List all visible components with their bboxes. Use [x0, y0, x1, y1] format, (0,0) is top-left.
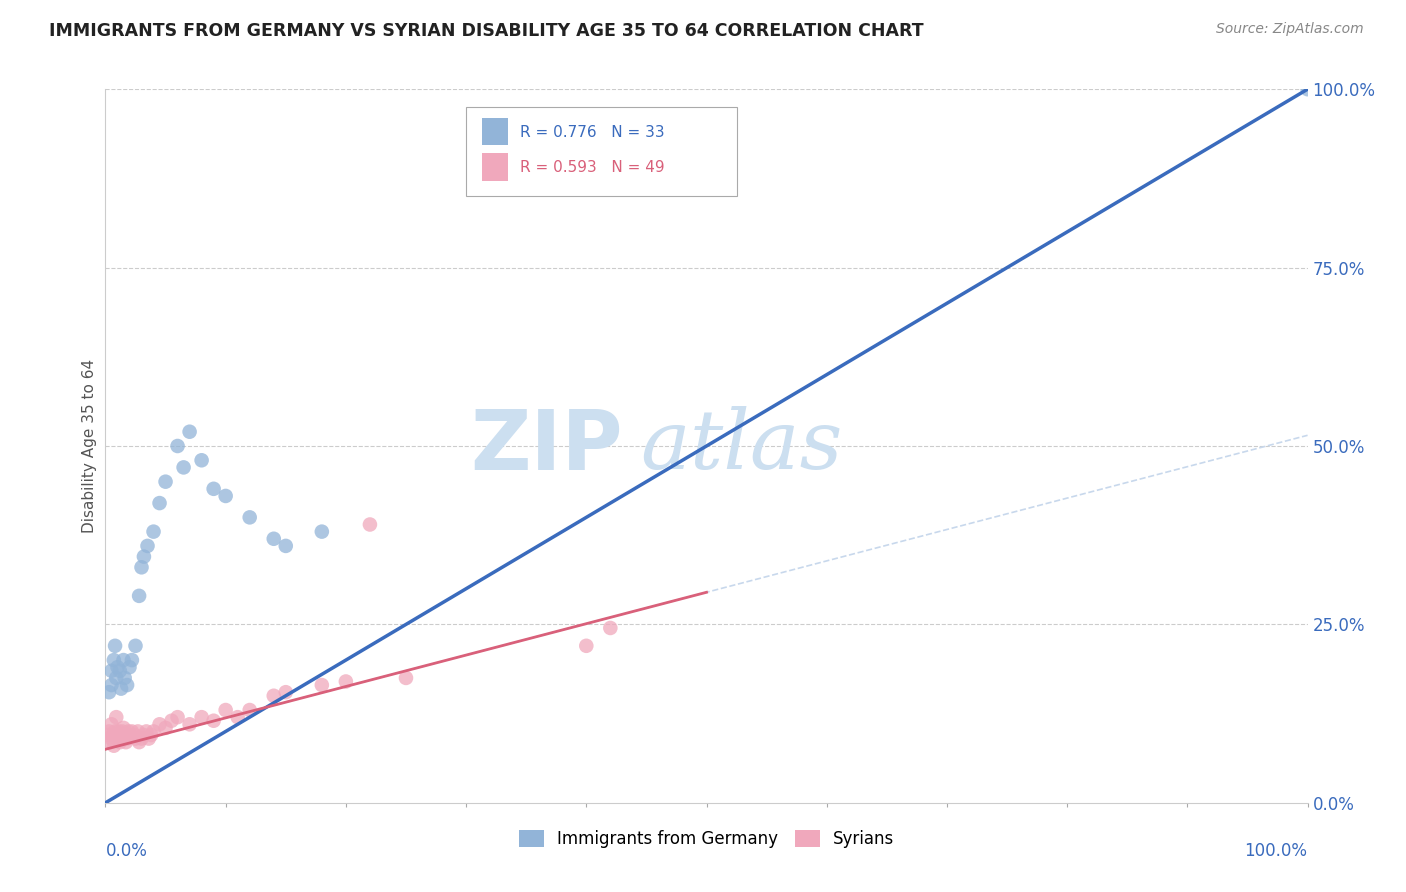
Point: [1296, 82, 1319, 96]
Point: [103, 739, 125, 753]
Point: [115, 678, 138, 692]
Text: 100.0%: 100.0%: [1244, 842, 1308, 860]
Point: [311, 678, 333, 692]
Point: [97, 728, 120, 742]
Point: [101, 728, 124, 742]
Point: [132, 549, 155, 564]
Point: [142, 524, 165, 539]
Point: [155, 475, 177, 489]
Point: [100, 664, 122, 678]
Point: [139, 728, 162, 742]
Point: [100, 717, 122, 731]
Point: [166, 710, 188, 724]
Point: [179, 425, 201, 439]
Y-axis label: Disability Age 35 to 64: Disability Age 35 to 64: [82, 359, 97, 533]
Point: [214, 703, 236, 717]
Point: [395, 671, 418, 685]
Point: [132, 728, 155, 742]
Point: [138, 731, 160, 746]
Point: [98, 724, 121, 739]
Point: [155, 721, 177, 735]
Point: [107, 731, 129, 746]
Point: [135, 724, 157, 739]
Point: [359, 517, 381, 532]
Point: [121, 724, 143, 739]
Point: [128, 589, 150, 603]
Point: [274, 539, 297, 553]
Point: [110, 681, 132, 696]
Point: [114, 728, 136, 742]
Text: ZIP: ZIP: [470, 406, 623, 486]
Text: R = 0.593   N = 49: R = 0.593 N = 49: [520, 161, 665, 175]
Point: [103, 653, 125, 667]
Point: [98, 685, 121, 699]
Point: [98, 735, 121, 749]
Point: [118, 728, 141, 742]
Point: [166, 439, 188, 453]
Point: [599, 621, 621, 635]
Bar: [482, 118, 508, 145]
Point: [124, 728, 146, 742]
Point: [202, 714, 225, 728]
Text: IMMIGRANTS FROM GERMANY VS SYRIAN DISABILITY AGE 35 TO 64 CORRELATION CHART: IMMIGRANTS FROM GERMANY VS SYRIAN DISABI…: [49, 22, 924, 40]
Point: [226, 710, 249, 724]
Point: [311, 524, 333, 539]
Legend: Immigrants from Germany, Syrians: Immigrants from Germany, Syrians: [512, 823, 901, 855]
Point: [118, 660, 141, 674]
Point: [274, 685, 297, 699]
Point: [100, 731, 122, 746]
Point: [148, 717, 170, 731]
Point: [131, 731, 153, 746]
Point: [112, 721, 135, 735]
Point: [105, 671, 128, 685]
Point: [263, 532, 285, 546]
Point: [173, 460, 195, 475]
Point: [575, 639, 598, 653]
Point: [131, 560, 153, 574]
Point: [190, 453, 212, 467]
FancyBboxPatch shape: [465, 107, 737, 196]
Point: [239, 510, 262, 524]
Point: [124, 731, 146, 746]
Point: [121, 653, 143, 667]
Point: [263, 689, 285, 703]
Point: [136, 539, 159, 553]
Point: [179, 717, 201, 731]
Point: [104, 724, 127, 739]
Point: [114, 671, 136, 685]
Text: R = 0.776   N = 33: R = 0.776 N = 33: [520, 125, 665, 139]
Point: [214, 489, 236, 503]
Point: [128, 735, 150, 749]
Point: [160, 714, 183, 728]
Point: [115, 731, 138, 746]
Point: [239, 703, 262, 717]
Text: 0.0%: 0.0%: [105, 842, 148, 860]
Point: [108, 735, 131, 749]
Point: [107, 660, 129, 674]
Point: [100, 678, 122, 692]
Point: [110, 731, 132, 746]
Point: [107, 724, 129, 739]
Point: [105, 710, 128, 724]
Point: [127, 724, 149, 739]
Point: [108, 664, 131, 678]
Point: [117, 724, 139, 739]
Point: [142, 724, 165, 739]
Point: [202, 482, 225, 496]
Point: [112, 653, 135, 667]
Text: atlas: atlas: [640, 406, 842, 486]
Point: [124, 639, 146, 653]
Bar: [482, 153, 508, 180]
Text: Source: ZipAtlas.com: Source: ZipAtlas.com: [1216, 22, 1364, 37]
Point: [190, 710, 212, 724]
Point: [115, 735, 138, 749]
Point: [148, 496, 170, 510]
Point: [335, 674, 357, 689]
Point: [111, 724, 134, 739]
Point: [104, 639, 127, 653]
